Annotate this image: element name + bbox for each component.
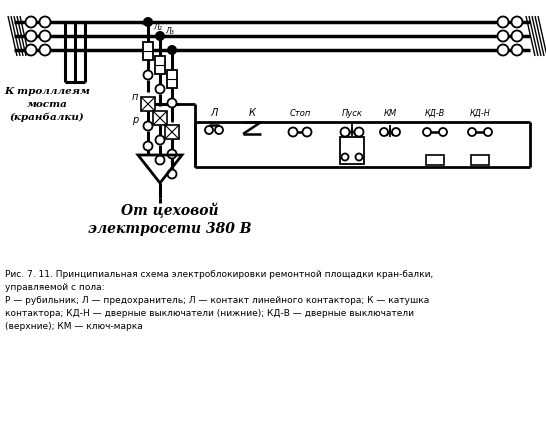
Circle shape (423, 128, 431, 136)
Circle shape (167, 45, 177, 55)
Text: р: р (132, 115, 138, 125)
Text: К тролллеям: К тролллеям (4, 87, 90, 96)
Circle shape (302, 127, 312, 137)
Circle shape (439, 128, 447, 136)
Circle shape (26, 30, 37, 42)
Circle shape (168, 99, 176, 107)
Circle shape (168, 149, 176, 159)
Circle shape (497, 45, 508, 56)
Circle shape (497, 30, 508, 42)
Circle shape (144, 71, 152, 80)
Circle shape (380, 128, 388, 136)
Text: КД-Н: КД-Н (470, 109, 490, 118)
Circle shape (341, 153, 348, 160)
Text: КМ: КМ (383, 109, 396, 118)
Bar (340, 137, 364, 164)
Circle shape (39, 16, 50, 27)
Circle shape (497, 16, 508, 27)
Bar (471, 155, 489, 165)
Circle shape (392, 128, 400, 136)
Circle shape (354, 127, 364, 137)
Text: От цеховой: От цеховой (121, 202, 219, 218)
Circle shape (288, 127, 298, 137)
Circle shape (468, 128, 476, 136)
Text: Р — рубильник; Л — предохранитель; Л — контакт линейного контактора; К — катушка: Р — рубильник; Л — предохранитель; Л — к… (5, 296, 429, 305)
Text: Рис. 7. 11. Принципиальная схема электроблокировки ремонтной площадки кран-балки: Рис. 7. 11. Принципиальная схема электро… (5, 270, 433, 279)
Circle shape (215, 126, 223, 134)
Circle shape (341, 127, 349, 137)
Circle shape (156, 136, 164, 145)
Bar (165, 125, 179, 139)
Text: Л₂: Л₂ (153, 23, 162, 32)
Bar (141, 97, 155, 111)
Bar (155, 56, 165, 74)
Text: (верхние); КМ — ключ-марка: (верхние); КМ — ключ-марка (5, 322, 143, 331)
Text: Стоп: Стоп (289, 109, 311, 118)
Circle shape (26, 16, 37, 27)
Circle shape (168, 169, 176, 179)
Bar (426, 155, 444, 165)
Text: Л: Л (210, 108, 218, 118)
Text: Пуск: Пуск (342, 109, 363, 118)
Circle shape (512, 30, 523, 42)
Text: управляемой с пола:: управляемой с пола: (5, 283, 104, 292)
Text: контактора; КД-Н — дверные выключатели (нижние); КД-В — дверные выключатели: контактора; КД-Н — дверные выключатели (… (5, 309, 414, 318)
Circle shape (156, 156, 164, 164)
Bar (167, 70, 177, 88)
Circle shape (156, 84, 164, 94)
Circle shape (26, 45, 37, 56)
Text: Л₃: Л₃ (165, 27, 174, 36)
Bar (153, 111, 167, 125)
Text: КД-В: КД-В (425, 109, 445, 118)
Circle shape (484, 128, 492, 136)
Circle shape (39, 45, 50, 56)
Circle shape (355, 153, 363, 160)
Circle shape (144, 122, 152, 130)
Text: (кранбалки): (кранбалки) (10, 113, 85, 122)
Bar (143, 42, 153, 60)
Circle shape (512, 16, 523, 27)
Text: электросети 380 В: электросети 380 В (88, 222, 252, 236)
Text: Л₁: Л₁ (141, 19, 150, 28)
Circle shape (512, 45, 523, 56)
Text: К: К (248, 108, 256, 118)
Circle shape (155, 31, 165, 41)
Circle shape (144, 141, 152, 150)
Text: п: п (132, 92, 138, 102)
Circle shape (205, 126, 213, 134)
Text: моста: моста (27, 100, 68, 109)
Circle shape (143, 17, 153, 27)
Circle shape (39, 30, 50, 42)
